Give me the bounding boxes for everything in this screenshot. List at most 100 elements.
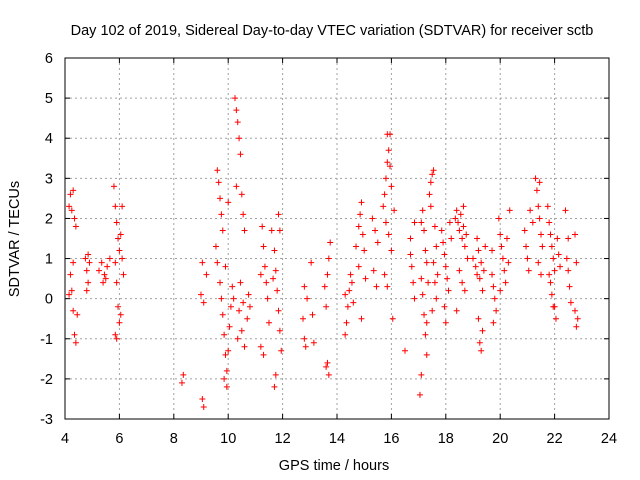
x-tick-label: 6	[115, 431, 123, 447]
data-point	[573, 323, 580, 330]
data-point	[456, 267, 463, 274]
data-point	[227, 303, 234, 310]
data-point	[112, 259, 119, 266]
data-point	[180, 371, 187, 378]
data-point	[489, 247, 496, 254]
data-point	[301, 283, 308, 290]
data-point	[68, 207, 75, 214]
data-point	[233, 183, 240, 190]
data-point	[442, 319, 449, 326]
data-point	[373, 283, 380, 290]
y-tick-label: -2	[40, 372, 53, 388]
data-point	[475, 315, 482, 322]
data-point	[278, 347, 285, 354]
data-point	[381, 191, 388, 198]
data-point	[421, 311, 428, 318]
data-point	[257, 343, 264, 350]
data-point	[497, 287, 504, 294]
data-point	[445, 287, 452, 294]
data-point	[218, 211, 225, 218]
data-point	[241, 227, 248, 234]
data-point	[236, 135, 243, 142]
data-point	[552, 315, 559, 322]
data-point	[407, 251, 414, 258]
data-point	[67, 271, 74, 278]
data-point	[421, 227, 428, 234]
data-point	[418, 219, 425, 226]
data-point	[461, 287, 468, 294]
data-point	[479, 327, 486, 334]
x-tick-label: 16	[383, 431, 399, 447]
data-point	[82, 255, 89, 262]
data-point	[276, 227, 283, 234]
y-tick-label: -1	[40, 332, 53, 348]
data-point	[240, 299, 247, 306]
data-point	[548, 291, 555, 298]
data-point	[272, 267, 279, 274]
data-point	[237, 151, 244, 158]
data-point	[325, 371, 332, 378]
data-point	[68, 287, 75, 294]
data-point	[459, 279, 466, 286]
data-point	[374, 239, 381, 246]
data-point	[343, 319, 350, 326]
data-point	[491, 295, 498, 302]
x-tick-label: 18	[438, 431, 454, 447]
data-point	[117, 311, 124, 318]
data-point	[476, 339, 483, 346]
data-point	[342, 331, 349, 338]
data-point	[422, 247, 429, 254]
data-point	[419, 207, 426, 214]
data-point	[271, 247, 278, 254]
data-point	[438, 227, 445, 234]
data-point	[457, 211, 464, 218]
data-point	[350, 299, 357, 306]
data-point	[495, 215, 502, 222]
data-point	[497, 231, 504, 238]
data-point	[387, 131, 394, 138]
data-point	[418, 275, 425, 282]
data-point	[358, 315, 365, 322]
data-point	[301, 335, 308, 342]
data-point	[441, 251, 448, 258]
y-tick-label: 5	[45, 91, 53, 107]
data-point	[324, 271, 331, 278]
data-point	[66, 291, 73, 298]
data-point	[547, 279, 554, 286]
data-point	[387, 163, 394, 170]
data-point	[504, 235, 510, 242]
data-point	[408, 263, 415, 270]
x-tick-label: 4	[61, 431, 69, 447]
y-tick-label: 4	[45, 131, 53, 147]
data-point	[427, 179, 434, 186]
data-point	[244, 315, 251, 322]
data-point	[355, 263, 362, 270]
data-point	[391, 207, 398, 214]
data-point	[260, 243, 267, 250]
data-point	[116, 319, 123, 326]
data-point	[66, 203, 73, 210]
data-point	[523, 243, 530, 250]
data-point	[119, 255, 126, 262]
data-point	[529, 219, 536, 226]
data-point	[346, 287, 353, 294]
data-point	[498, 243, 505, 250]
data-point	[358, 199, 365, 206]
data-point	[482, 243, 489, 250]
data-point	[410, 279, 417, 286]
data-point	[493, 307, 500, 314]
data-point	[232, 95, 238, 102]
data-point	[475, 247, 482, 254]
data-point	[203, 271, 210, 278]
data-point	[199, 259, 206, 266]
data-point	[385, 147, 392, 154]
data-point	[219, 227, 226, 234]
data-point	[324, 359, 331, 366]
data-point	[362, 275, 369, 282]
data-point	[429, 171, 436, 178]
data-point	[431, 279, 438, 286]
data-point	[538, 271, 544, 278]
data-point	[323, 363, 330, 370]
